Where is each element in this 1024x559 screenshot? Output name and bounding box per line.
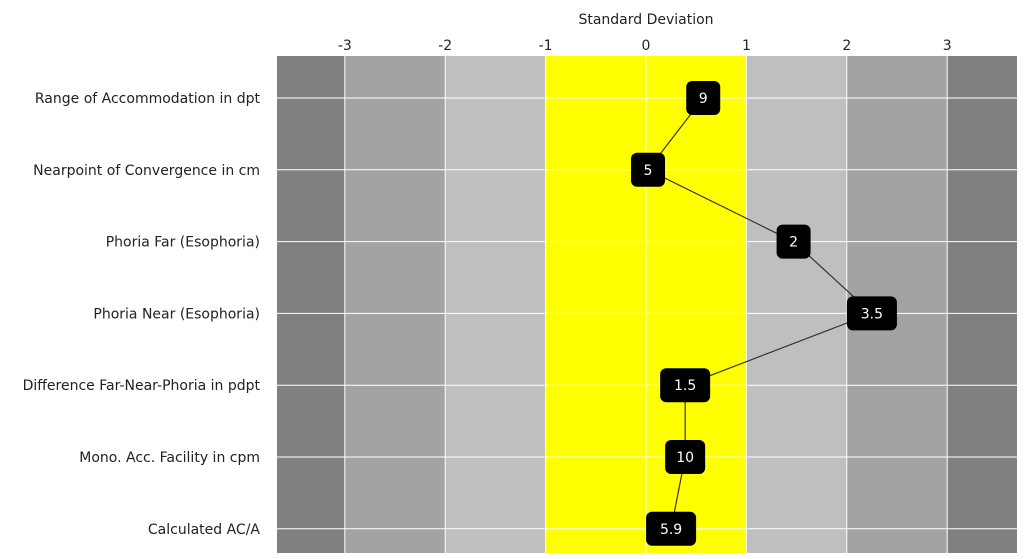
data-point: 1.5: [660, 368, 711, 403]
data-label: 3.5: [861, 306, 883, 322]
x-tick-label: 1: [742, 38, 751, 54]
x-axis-title: Standard Deviation: [578, 12, 713, 28]
data-label: 9: [699, 91, 708, 107]
x-tick-label: 2: [842, 38, 851, 54]
x-tick-label: -2: [438, 38, 452, 54]
data-label: 1.5: [674, 378, 696, 394]
x-tick-label: -3: [338, 38, 352, 54]
band-4: [746, 56, 847, 553]
row-label: Nearpoint of Convergence in cm: [33, 163, 260, 179]
row-label: Phoria Far (Esophoria): [106, 235, 260, 251]
data-point-badge: [665, 440, 706, 474]
data-point-badge: [846, 296, 897, 331]
data-point-badge: [660, 368, 711, 403]
data-point: 9: [686, 81, 721, 115]
data-point-badge: [686, 81, 721, 115]
data-label: 5.9: [660, 522, 682, 538]
band-6: [947, 56, 1017, 553]
band-group: [277, 56, 1017, 553]
row-label: Calculated AC/A: [148, 522, 261, 538]
data-point: 5.9: [646, 511, 697, 546]
band-0: [277, 56, 345, 553]
data-point-badge: [776, 224, 811, 259]
data-point: 3.5: [846, 296, 897, 331]
grid-group: [277, 56, 1017, 553]
data-point: 2: [776, 224, 811, 259]
data-point: 10: [665, 440, 706, 474]
row-label: Range of Accommodation in dpt: [35, 91, 261, 107]
band-1: [344, 56, 446, 553]
data-label: 5: [644, 163, 653, 179]
row-label: Phoria Near (Esophoria): [93, 306, 260, 322]
band-2: [445, 56, 546, 553]
data-point-badge: [646, 511, 697, 546]
row-label: Mono. Acc. Facility in cpm: [79, 450, 260, 466]
badge-group: 9 5 2 3.5 1.5 10 5.9: [631, 81, 897, 546]
data-label: 10: [676, 450, 694, 466]
row-label: Difference Far-Near-Phoria in pdpt: [23, 378, 261, 394]
data-label: 2: [789, 235, 798, 251]
data-point: 5: [631, 152, 666, 187]
x-tick-label: 3: [943, 38, 952, 54]
row-label-group: Range of Accommodation in dpt Nearpoint o…: [23, 91, 261, 538]
tick-label-group: -3 -2 -1 0 1 2 3: [338, 38, 952, 54]
x-tick-label: -1: [539, 38, 553, 54]
data-point-badge: [631, 152, 666, 187]
x-tick-label: 0: [642, 38, 651, 54]
